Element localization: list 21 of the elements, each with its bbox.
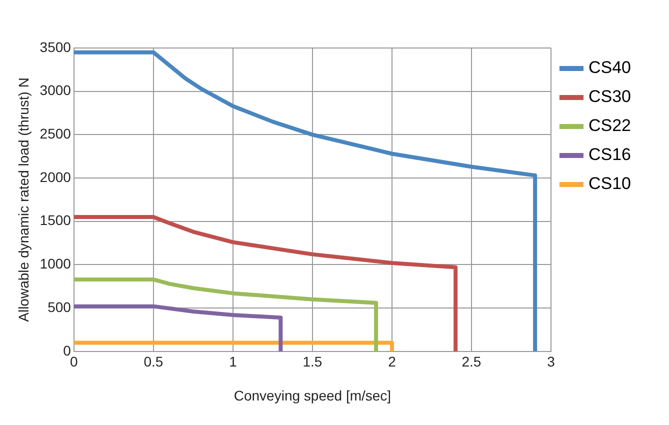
- y-tick-label: 2500: [40, 126, 72, 142]
- x-tick-label: 2.5: [462, 354, 482, 370]
- y-axis-title: Allowable dynamic rated load (thrust) N: [15, 78, 32, 322]
- y-tick-label: 500: [48, 298, 72, 315]
- x-tick-label: 1: [229, 354, 238, 370]
- x-tick-label: 1.5: [302, 354, 322, 370]
- legend-label: CS10: [588, 174, 632, 194]
- x-axis-title: Conveying speed [m/sec]: [234, 387, 392, 404]
- legend-label: CS22: [588, 116, 632, 136]
- y-tick-label: 0: [63, 342, 72, 358]
- y-tick-label: 2000: [40, 168, 72, 185]
- y-tick-label: 1000: [40, 256, 72, 272]
- x-tick-label: 2: [388, 354, 396, 370]
- y-tick-label: 1500: [40, 212, 72, 228]
- y-tick-label: 3000: [40, 82, 72, 98]
- legend-label: CS30: [588, 87, 632, 106]
- y-tick-label: 3500: [40, 38, 72, 55]
- legend-label: CS40: [588, 58, 632, 78]
- x-tick-label: 0.5: [144, 354, 164, 370]
- x-tick-label: 3: [547, 354, 556, 370]
- legend-label: CS16: [588, 145, 632, 164]
